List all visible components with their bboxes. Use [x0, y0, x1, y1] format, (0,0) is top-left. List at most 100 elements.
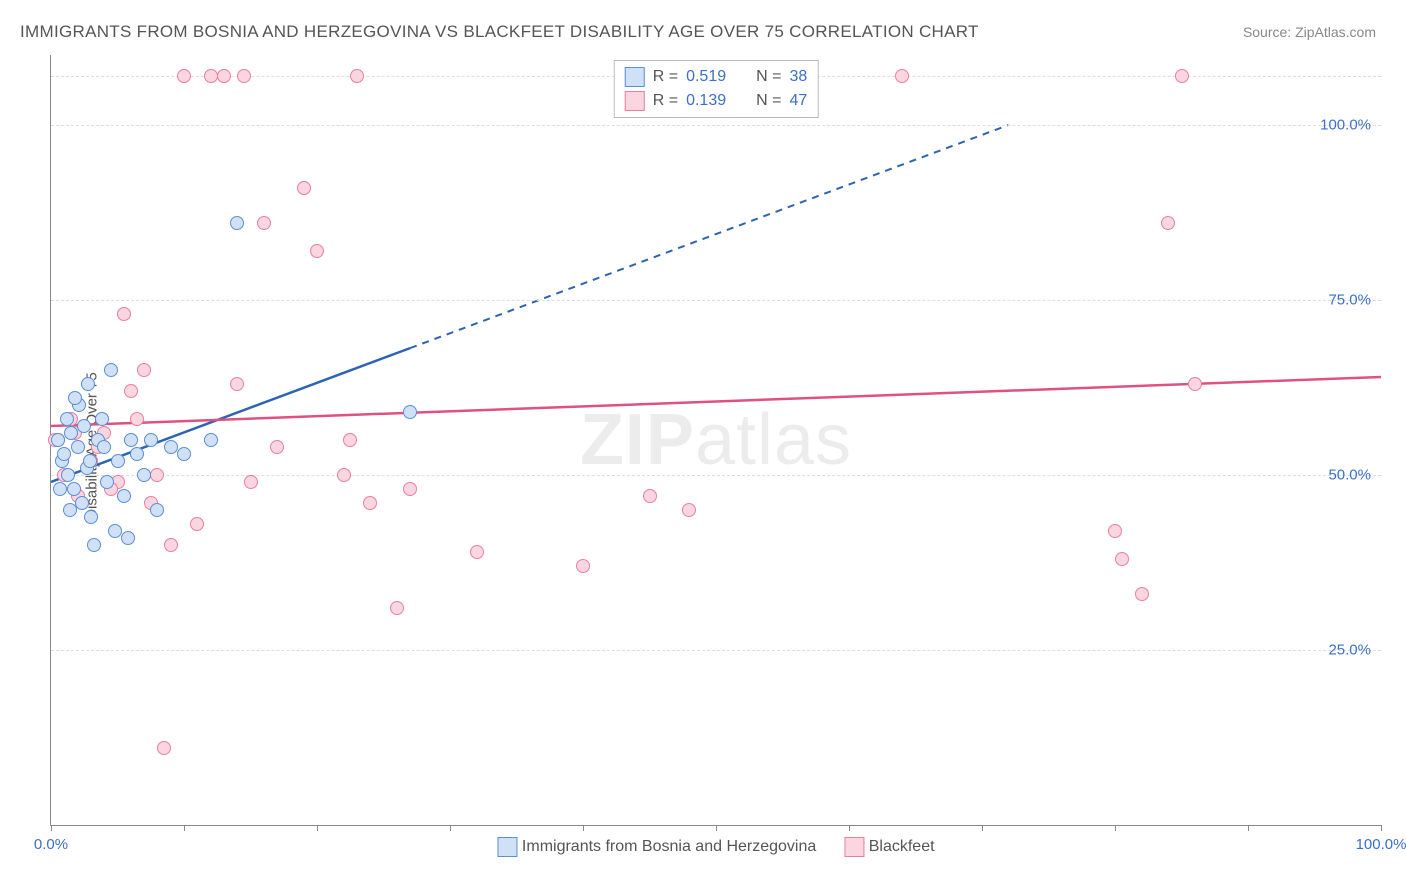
x-tick-label: 100.0% [1356, 836, 1406, 853]
legend-swatch [497, 837, 517, 857]
data-point [190, 517, 204, 531]
data-point [270, 440, 284, 454]
data-point [204, 69, 218, 83]
data-point [61, 468, 75, 482]
r-label: R = [653, 92, 678, 110]
stats-legend: R = 0.519N = 38R = 0.139N = 47 [614, 60, 819, 118]
r-value: 0.519 [686, 68, 726, 86]
n-value: 38 [789, 68, 807, 86]
data-point [67, 482, 81, 496]
data-point [230, 216, 244, 230]
data-point [150, 468, 164, 482]
legend-label: Immigrants from Bosnia and Herzegovina [522, 838, 816, 855]
data-point [60, 412, 74, 426]
y-tick-label: 25.0% [1328, 642, 1371, 659]
data-point [137, 363, 151, 377]
data-point [350, 69, 364, 83]
x-tick [1115, 825, 1116, 831]
data-point [64, 426, 78, 440]
data-point [87, 538, 101, 552]
data-point [124, 384, 138, 398]
data-point [84, 510, 98, 524]
data-point [403, 405, 417, 419]
data-point [121, 531, 135, 545]
data-point [130, 447, 144, 461]
legend-item: Blackfeet [844, 837, 934, 857]
x-tick [450, 825, 451, 831]
legend-swatch [844, 837, 864, 857]
data-point [100, 475, 114, 489]
data-point [1161, 216, 1175, 230]
x-tick-label: 0.0% [34, 836, 68, 853]
data-point [97, 440, 111, 454]
data-point [130, 412, 144, 426]
data-point [470, 545, 484, 559]
data-point [237, 69, 251, 83]
data-point [1175, 69, 1189, 83]
data-point [81, 377, 95, 391]
chart-area: ZIPatlas R = 0.519N = 38R = 0.139N = 47 … [50, 55, 1381, 826]
data-point [104, 363, 118, 377]
data-point [682, 503, 696, 517]
y-tick-label: 50.0% [1328, 467, 1371, 484]
data-point [77, 419, 91, 433]
data-point [108, 524, 122, 538]
data-point [204, 433, 218, 447]
data-point [164, 538, 178, 552]
legend-swatch [625, 91, 645, 111]
data-point [310, 244, 324, 258]
data-point [57, 447, 71, 461]
legend-item: Immigrants from Bosnia and Herzegovina [497, 837, 816, 857]
x-tick [716, 825, 717, 831]
legend-swatch [625, 67, 645, 87]
r-value: 0.139 [686, 92, 726, 110]
legend-label: Blackfeet [869, 838, 935, 855]
data-point [1135, 587, 1149, 601]
data-point [137, 468, 151, 482]
x-tick [583, 825, 584, 831]
data-point [117, 489, 131, 503]
data-point [643, 489, 657, 503]
data-point [343, 433, 357, 447]
x-tick [982, 825, 983, 831]
x-tick [51, 825, 52, 831]
gridline-h [51, 650, 1381, 651]
x-tick [849, 825, 850, 831]
data-point [117, 307, 131, 321]
x-tick [1248, 825, 1249, 831]
data-point [124, 433, 138, 447]
stats-row: R = 0.519N = 38 [625, 65, 808, 89]
stats-row: R = 0.139N = 47 [625, 89, 808, 113]
data-point [244, 475, 258, 489]
x-tick [1381, 825, 1382, 831]
data-point [144, 433, 158, 447]
data-point [1108, 524, 1122, 538]
data-point [71, 440, 85, 454]
trend-lines [51, 55, 1381, 825]
data-point [75, 496, 89, 510]
data-point [230, 377, 244, 391]
n-label: N = [756, 92, 781, 110]
x-tick [184, 825, 185, 831]
data-point [83, 454, 97, 468]
data-point [177, 69, 191, 83]
data-point [363, 496, 377, 510]
data-point [95, 412, 109, 426]
data-point [51, 433, 65, 447]
data-point [1115, 552, 1129, 566]
y-tick-label: 75.0% [1328, 292, 1371, 309]
data-point [111, 454, 125, 468]
source-credit: Source: ZipAtlas.com [1243, 24, 1376, 40]
data-point [217, 69, 231, 83]
data-point [297, 181, 311, 195]
chart-title: IMMIGRANTS FROM BOSNIA AND HERZEGOVINA V… [20, 22, 979, 42]
gridline-h [51, 125, 1381, 126]
data-point [390, 601, 404, 615]
data-point [53, 482, 67, 496]
data-point [1188, 377, 1202, 391]
data-point [895, 69, 909, 83]
data-point [68, 391, 82, 405]
n-label: N = [756, 68, 781, 86]
data-point [150, 503, 164, 517]
data-point [157, 741, 171, 755]
